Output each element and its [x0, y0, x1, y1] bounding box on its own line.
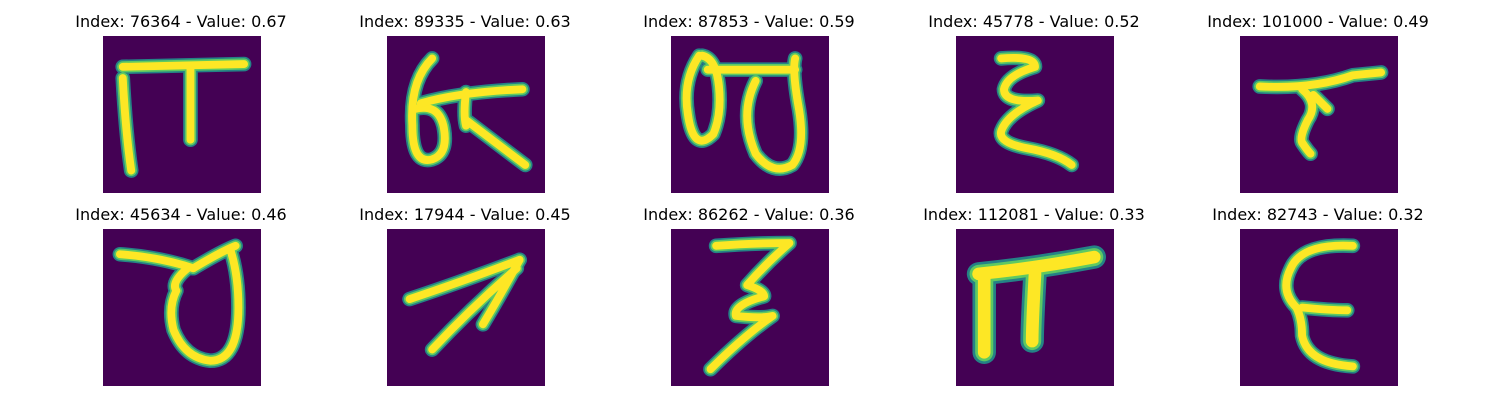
- panel-title: Index: 89335 - Value: 0.63: [359, 12, 571, 31]
- image-panel: Index: 112081 - Value: 0.33: [904, 205, 1164, 395]
- image-panel: Index: 89335 - Value: 0.63: [335, 12, 595, 202]
- image-panel: Index: 101000 - Value: 0.49: [1188, 12, 1448, 202]
- panel-title: Index: 76364 - Value: 0.67: [75, 12, 287, 31]
- handwritten-glyph-image: [387, 229, 545, 386]
- handwritten-glyph-image: [671, 36, 829, 193]
- panel-title: Index: 112081 - Value: 0.33: [923, 205, 1145, 224]
- panel-title: Index: 101000 - Value: 0.49: [1207, 12, 1429, 31]
- handwritten-glyph-image: [956, 229, 1114, 386]
- handwritten-glyph-image: [956, 36, 1114, 193]
- panel-title: Index: 86262 - Value: 0.36: [643, 205, 855, 224]
- panel-title: Index: 17944 - Value: 0.45: [359, 205, 571, 224]
- image-panel: Index: 76364 - Value: 0.67: [51, 12, 311, 202]
- panel-title: Index: 87853 - Value: 0.59: [643, 12, 855, 31]
- handwritten-glyph-image: [1240, 36, 1398, 193]
- handwritten-glyph-image: [1240, 229, 1398, 386]
- image-panel: Index: 17944 - Value: 0.45: [335, 205, 595, 395]
- handwritten-glyph-image: [671, 229, 829, 386]
- image-panel: Index: 45778 - Value: 0.52: [904, 12, 1164, 202]
- panel-title: Index: 45634 - Value: 0.46: [75, 205, 287, 224]
- handwritten-glyph-image: [103, 36, 261, 193]
- image-panel: Index: 86262 - Value: 0.36: [619, 205, 879, 395]
- handwritten-glyph-image: [387, 36, 545, 193]
- image-panel: Index: 45634 - Value: 0.46: [51, 205, 311, 395]
- panel-title: Index: 82743 - Value: 0.32: [1212, 205, 1424, 224]
- image-panel: Index: 87853 - Value: 0.59: [619, 12, 879, 202]
- image-panel: Index: 82743 - Value: 0.32: [1188, 205, 1448, 395]
- panel-title: Index: 45778 - Value: 0.52: [928, 12, 1140, 31]
- handwritten-glyph-image: [103, 229, 261, 386]
